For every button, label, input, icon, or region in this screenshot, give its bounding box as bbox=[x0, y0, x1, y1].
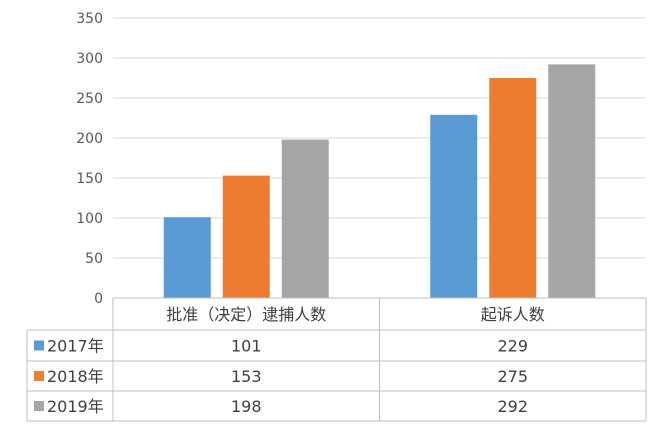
bar bbox=[163, 217, 211, 298]
y-tick-label: 0 bbox=[94, 291, 103, 307]
legend-key bbox=[34, 401, 44, 411]
y-tick-label: 300 bbox=[76, 51, 103, 67]
y-tick-label: 150 bbox=[76, 171, 103, 187]
series-label: 2018年 bbox=[47, 367, 104, 386]
y-tick-label: 50 bbox=[85, 251, 103, 267]
data-value-label: 198 bbox=[231, 397, 262, 416]
bar bbox=[222, 175, 270, 298]
data-value-label: 153 bbox=[231, 367, 262, 386]
y-tick-label: 100 bbox=[76, 211, 103, 227]
legend-key bbox=[34, 340, 44, 351]
data-value-label: 229 bbox=[497, 337, 528, 356]
y-axis-ticks: 0 50 100 150 200 250 300 350 bbox=[76, 11, 103, 307]
category-label: 批准（决定）逮捕人数 bbox=[166, 305, 326, 324]
bar bbox=[489, 78, 537, 298]
y-tick-label: 350 bbox=[76, 11, 103, 27]
series-label: 2017年 bbox=[47, 337, 104, 356]
bar bbox=[548, 64, 596, 299]
y-tick-label: 250 bbox=[76, 91, 103, 107]
legend-key bbox=[34, 371, 44, 381]
category-label: 起诉人数 bbox=[481, 305, 545, 324]
data-value-label: 101 bbox=[231, 337, 262, 356]
bars bbox=[163, 64, 596, 299]
data-value-label: 292 bbox=[497, 397, 528, 416]
data-table: 批准（决定）逮捕人数 起诉人数 2017年 101 229 2018年 153 275 2019… bbox=[26, 297, 647, 422]
series-label: 2019年 bbox=[47, 397, 104, 416]
data-value-label: 275 bbox=[497, 367, 528, 386]
y-tick-label: 200 bbox=[76, 131, 103, 147]
bar bbox=[430, 114, 478, 298]
bar bbox=[281, 139, 329, 298]
